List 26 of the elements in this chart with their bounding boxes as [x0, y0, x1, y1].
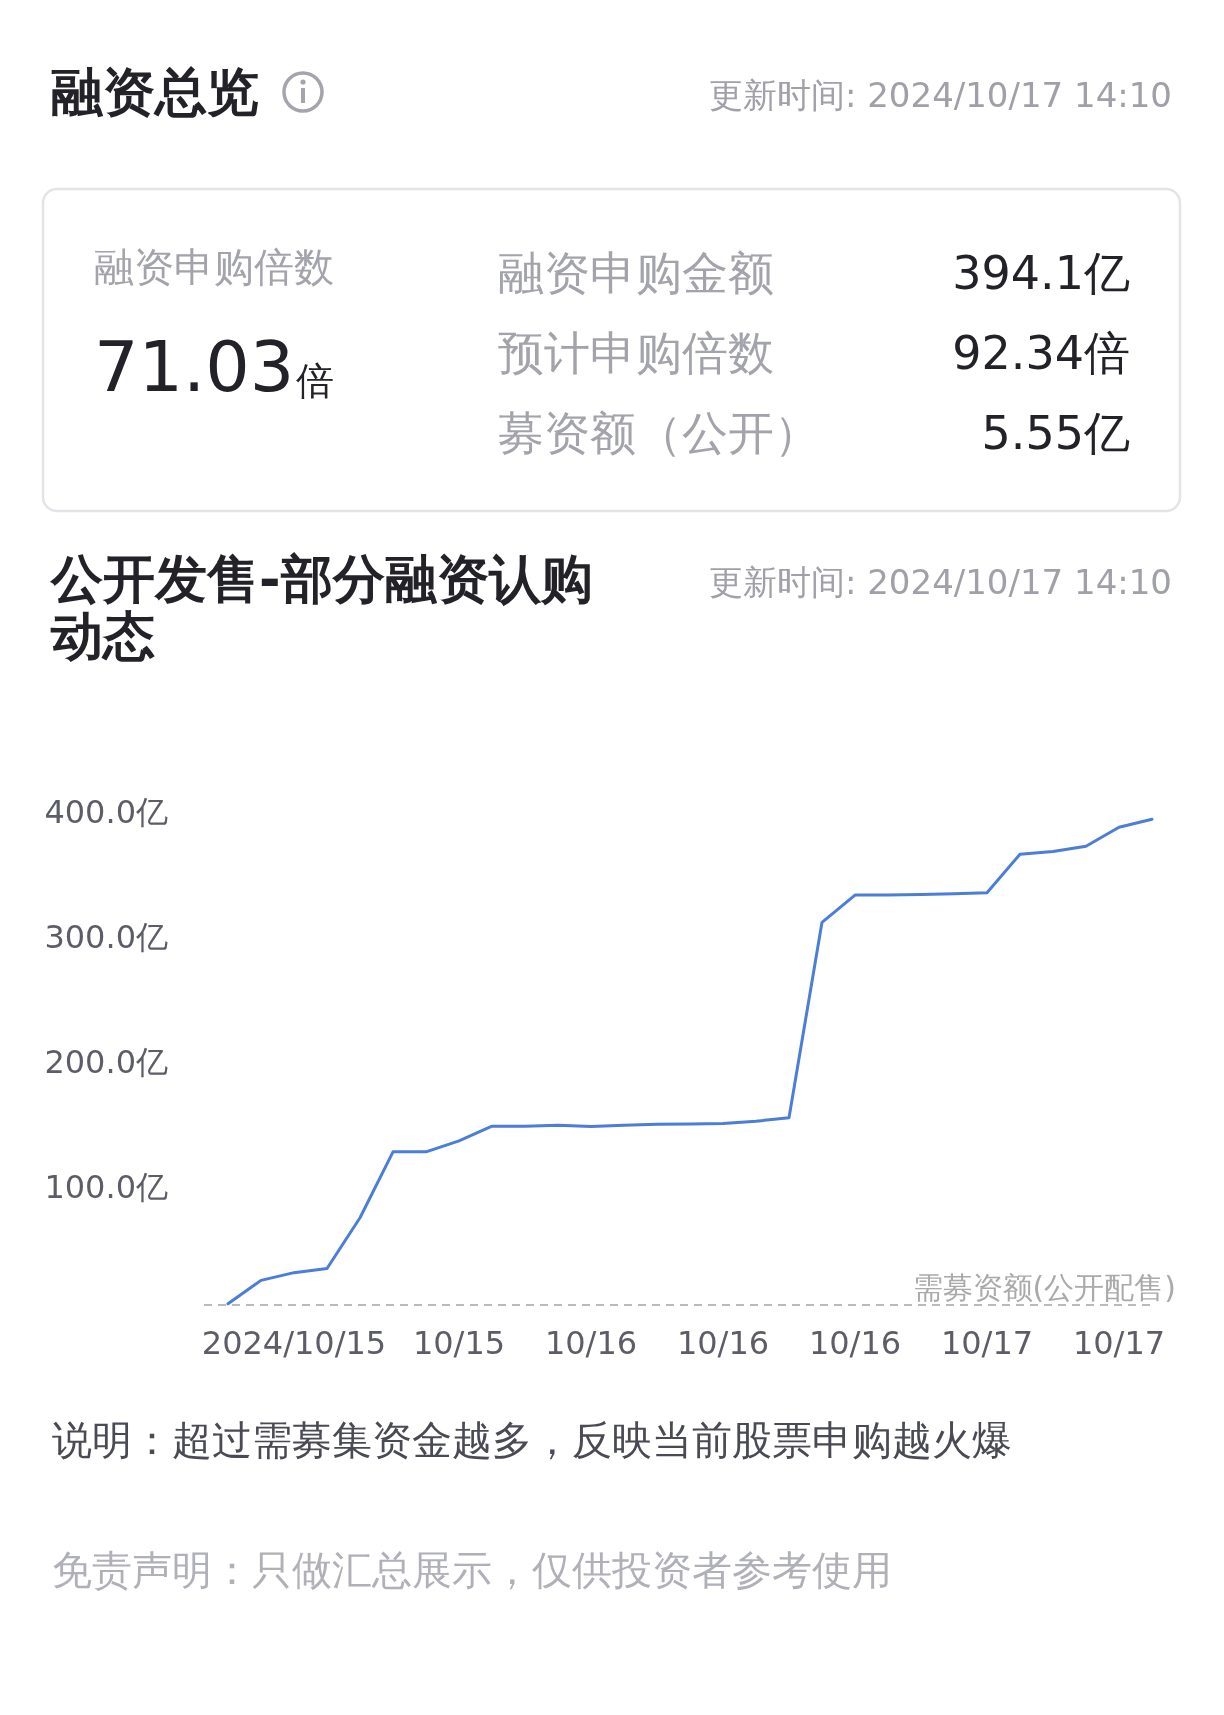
x-tick-label: 10/17: [940, 1324, 1034, 1362]
chart-title: 公开发售-部分融资认购动态: [49, 549, 593, 666]
x-tick-label: 10/15: [412, 1324, 506, 1362]
text: 融资申购倍数: [94, 244, 334, 290]
y-tick-label: 400.0亿: [44, 792, 168, 831]
text: 说明：超过需募集资金越多，反映当前股票申购越火爆: [52, 1417, 1012, 1463]
x-tick-label: 2024/10/15: [201, 1324, 387, 1362]
text: 92.34倍: [952, 326, 1130, 380]
x-tick-label: 10/16: [676, 1324, 770, 1362]
text: 更新时间: 2024/10/17 14:10: [708, 74, 1172, 115]
text: 募资额（公开）: [498, 406, 820, 460]
x-tick-label: 10/17: [1072, 1324, 1166, 1362]
ref-line-label: 需募资额(公开配售): [912, 1269, 1176, 1305]
y-tick-label: 300.0亿: [44, 917, 168, 956]
text: 394.1亿: [952, 246, 1130, 300]
x-tick-label: 10/16: [808, 1324, 902, 1362]
text: 5.55亿: [981, 406, 1130, 460]
text: 预计申购倍数: [498, 326, 774, 380]
text: 融资总览: [51, 61, 259, 122]
y-tick-label: 100.0亿: [44, 1167, 168, 1206]
text: 71.03倍: [94, 326, 335, 408]
x-tick-label: 10/16: [544, 1324, 638, 1362]
y-tick-label: 200.0亿: [44, 1042, 168, 1081]
text: 免责声明：只做汇总展示，仅供投资者参考使用: [52, 1547, 892, 1593]
text: 融资申购金额: [498, 246, 774, 300]
chart-subtitle: 更新时间: 2024/10/17 14:10: [708, 562, 1172, 602]
